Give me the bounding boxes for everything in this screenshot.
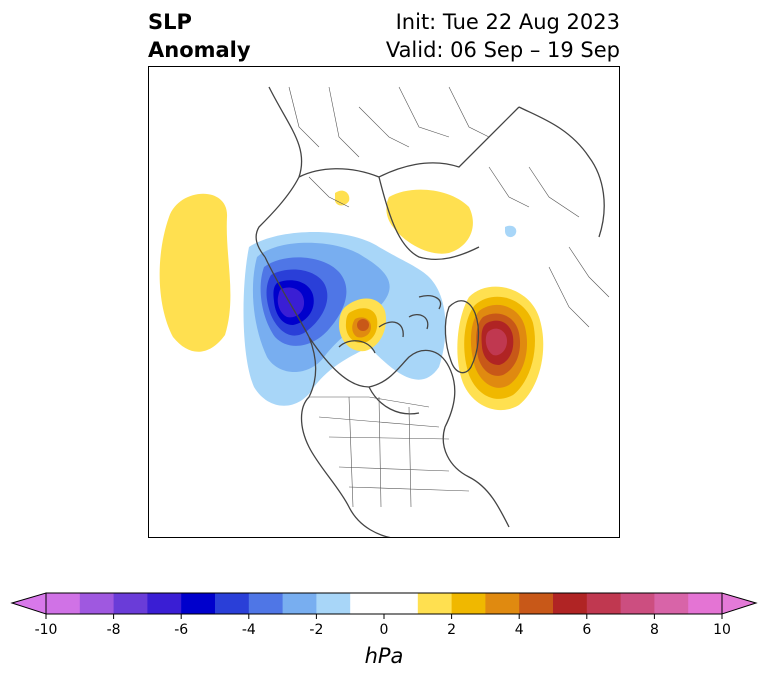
colorbar-segment — [215, 593, 250, 614]
border-lines-eurasia — [288, 86, 610, 328]
colorbar-ticks: -10 -8 -6 -4 -2 0 2 4 6 8 10 — [35, 614, 731, 638]
colorbar-tick-label: -6 — [174, 622, 188, 638]
colorbar-segments — [46, 593, 723, 614]
colorbar-tick-label: 8 — [650, 622, 659, 638]
borders — [288, 86, 610, 508]
anomaly-atlantic-positive-core — [485, 328, 507, 356]
colorbar-segment — [485, 593, 520, 614]
colorbar-segment — [46, 593, 81, 614]
colorbar-tick-label: -10 — [35, 622, 58, 638]
colorbar-unit-label: hPa — [364, 644, 404, 668]
title-line-2: Anomaly — [148, 38, 251, 62]
border-lines-north-america — [309, 396, 470, 508]
colorbar-segment — [181, 593, 216, 614]
map-title: SLP Anomaly — [148, 8, 251, 64]
coastlines — [255, 86, 605, 537]
anomaly-west-negative-core — [277, 287, 305, 318]
colorbar-segment — [282, 593, 317, 614]
colorbar-tick-label: -2 — [309, 622, 323, 638]
anomaly-small-negative — [505, 225, 517, 238]
map-svg — [159, 86, 610, 537]
colorbar-segment — [113, 593, 148, 614]
colorbar-segment — [147, 593, 182, 614]
coastline-greenland — [444, 300, 480, 374]
date-info: Init: Tue 22 Aug 2023 Valid: 06 Sep – 19… — [386, 8, 620, 64]
colorbar-segment — [519, 593, 554, 614]
colorbar-over-arrow — [721, 592, 758, 615]
valid-range: Valid: 06 Sep – 19 Sep — [385, 38, 620, 62]
colorbar-segment — [248, 593, 284, 614]
colorbar-tick-label: -8 — [107, 622, 121, 638]
colorbar-segment — [79, 593, 115, 614]
init-date: Init: Tue 22 Aug 2023 — [395, 10, 620, 34]
colorbar-segment — [451, 593, 486, 614]
anomaly-pacific-positive — [159, 193, 231, 352]
colorbar-segment — [586, 593, 622, 614]
colorbar-segment — [688, 593, 723, 614]
map-panel — [148, 66, 620, 538]
colorbar-tick-label: 2 — [447, 622, 456, 638]
colorbar-segment — [417, 593, 453, 614]
colorbar-segment — [350, 593, 385, 614]
colorbar-under-arrow — [10, 592, 47, 615]
colorbar-segment — [620, 593, 655, 614]
colorbar-segment — [654, 593, 689, 614]
colorbar-segment — [553, 593, 588, 614]
colorbar: -10 -8 -6 -4 -2 0 2 4 6 8 10 — [10, 592, 758, 638]
colorbar-segment — [384, 593, 419, 614]
colorbar-tick-label: 6 — [582, 622, 591, 638]
colorbar-tick-label: 0 — [380, 622, 389, 638]
colorbar-segment — [316, 593, 351, 614]
anomaly-fields — [159, 189, 544, 411]
colorbar-tick-label: -4 — [242, 622, 256, 638]
title-line-1: SLP — [148, 10, 192, 34]
coastline-eurasia — [255, 86, 605, 260]
anomaly-arctic-positive-center — [357, 319, 369, 331]
colorbar-tick-label: 10 — [713, 622, 731, 638]
colorbar-tick-label: 4 — [515, 622, 524, 638]
coastline-islands — [338, 295, 442, 354]
coastline-north-america — [264, 256, 510, 537]
anomaly-eurasia-positive — [386, 189, 473, 254]
